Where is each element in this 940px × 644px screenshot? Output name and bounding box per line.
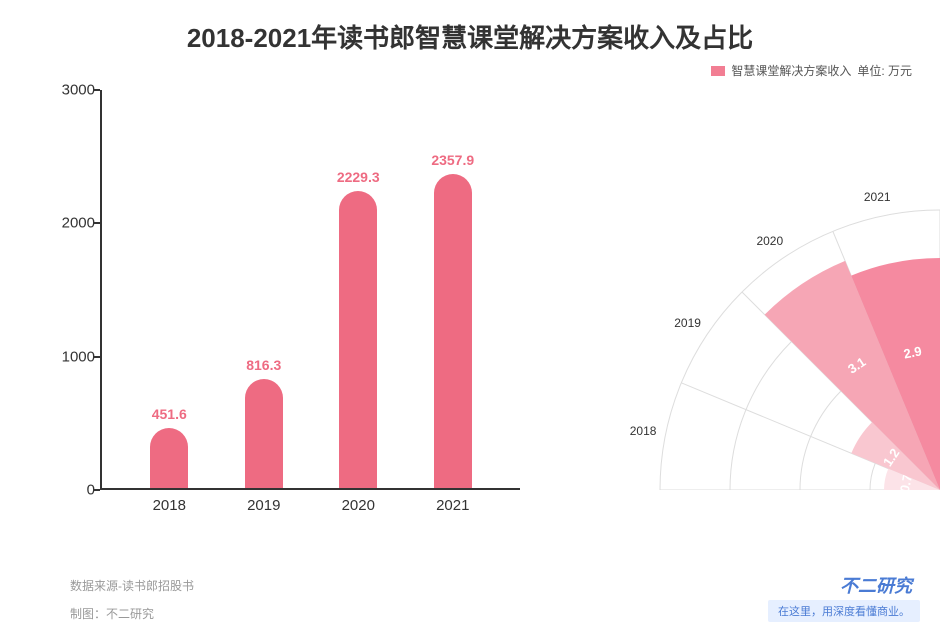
x-category: 2019 [234, 497, 294, 514]
y-tick-label: 2000 [40, 215, 95, 232]
legend-unit: 单位: 万元 [857, 62, 912, 79]
polar-category-label: 2018 [630, 424, 657, 438]
bar: 2357.9 [423, 152, 483, 488]
bar: 816.3 [234, 357, 294, 488]
bar-rect [339, 191, 377, 488]
brand-tagline: 在这里，用深度看懂商业。 [768, 600, 920, 622]
bar-rect [434, 174, 472, 488]
bar-rect [245, 379, 283, 488]
bar-rect [150, 428, 188, 488]
bar: 451.6 [139, 406, 199, 488]
polar-chart: 0.71.23.12.9 2018201920202021 [560, 110, 940, 490]
polar-category-label: 2021 [864, 190, 891, 204]
legend: 智慧课堂解决方案收入 单位: 万元 [711, 62, 912, 79]
bar-value-label: 816.3 [246, 357, 281, 373]
data-source: 数据来源-读书郎招股书 [70, 577, 194, 594]
chart-credit: 制图：不二研究 [70, 605, 154, 622]
y-tick-label: 3000 [40, 82, 95, 99]
x-category: 2020 [328, 497, 388, 514]
bar-value-label: 2229.3 [337, 169, 380, 185]
bar: 2229.3 [328, 169, 388, 488]
legend-swatch [711, 66, 725, 76]
x-category: 2018 [139, 497, 199, 514]
bar-value-label: 2357.9 [431, 152, 474, 168]
chart-title: 2018-2021年读书郎智慧课堂解决方案收入及占比 [0, 0, 940, 55]
legend-label: 智慧课堂解决方案收入 [731, 62, 851, 79]
y-tick-label: 0 [40, 482, 95, 499]
polar-category-label: 2020 [756, 234, 783, 248]
bar-value-label: 451.6 [152, 406, 187, 422]
bar-plot: 451.6816.32229.32357.9 2018201920202021 [100, 90, 520, 490]
brand-name: 不二研究 [840, 572, 912, 598]
polar-category-label: 2019 [674, 316, 701, 330]
x-category: 2021 [423, 497, 483, 514]
y-tick-label: 1000 [40, 348, 95, 365]
bar-chart: 0100020003000 451.6816.32229.32357.9 201… [40, 90, 540, 530]
